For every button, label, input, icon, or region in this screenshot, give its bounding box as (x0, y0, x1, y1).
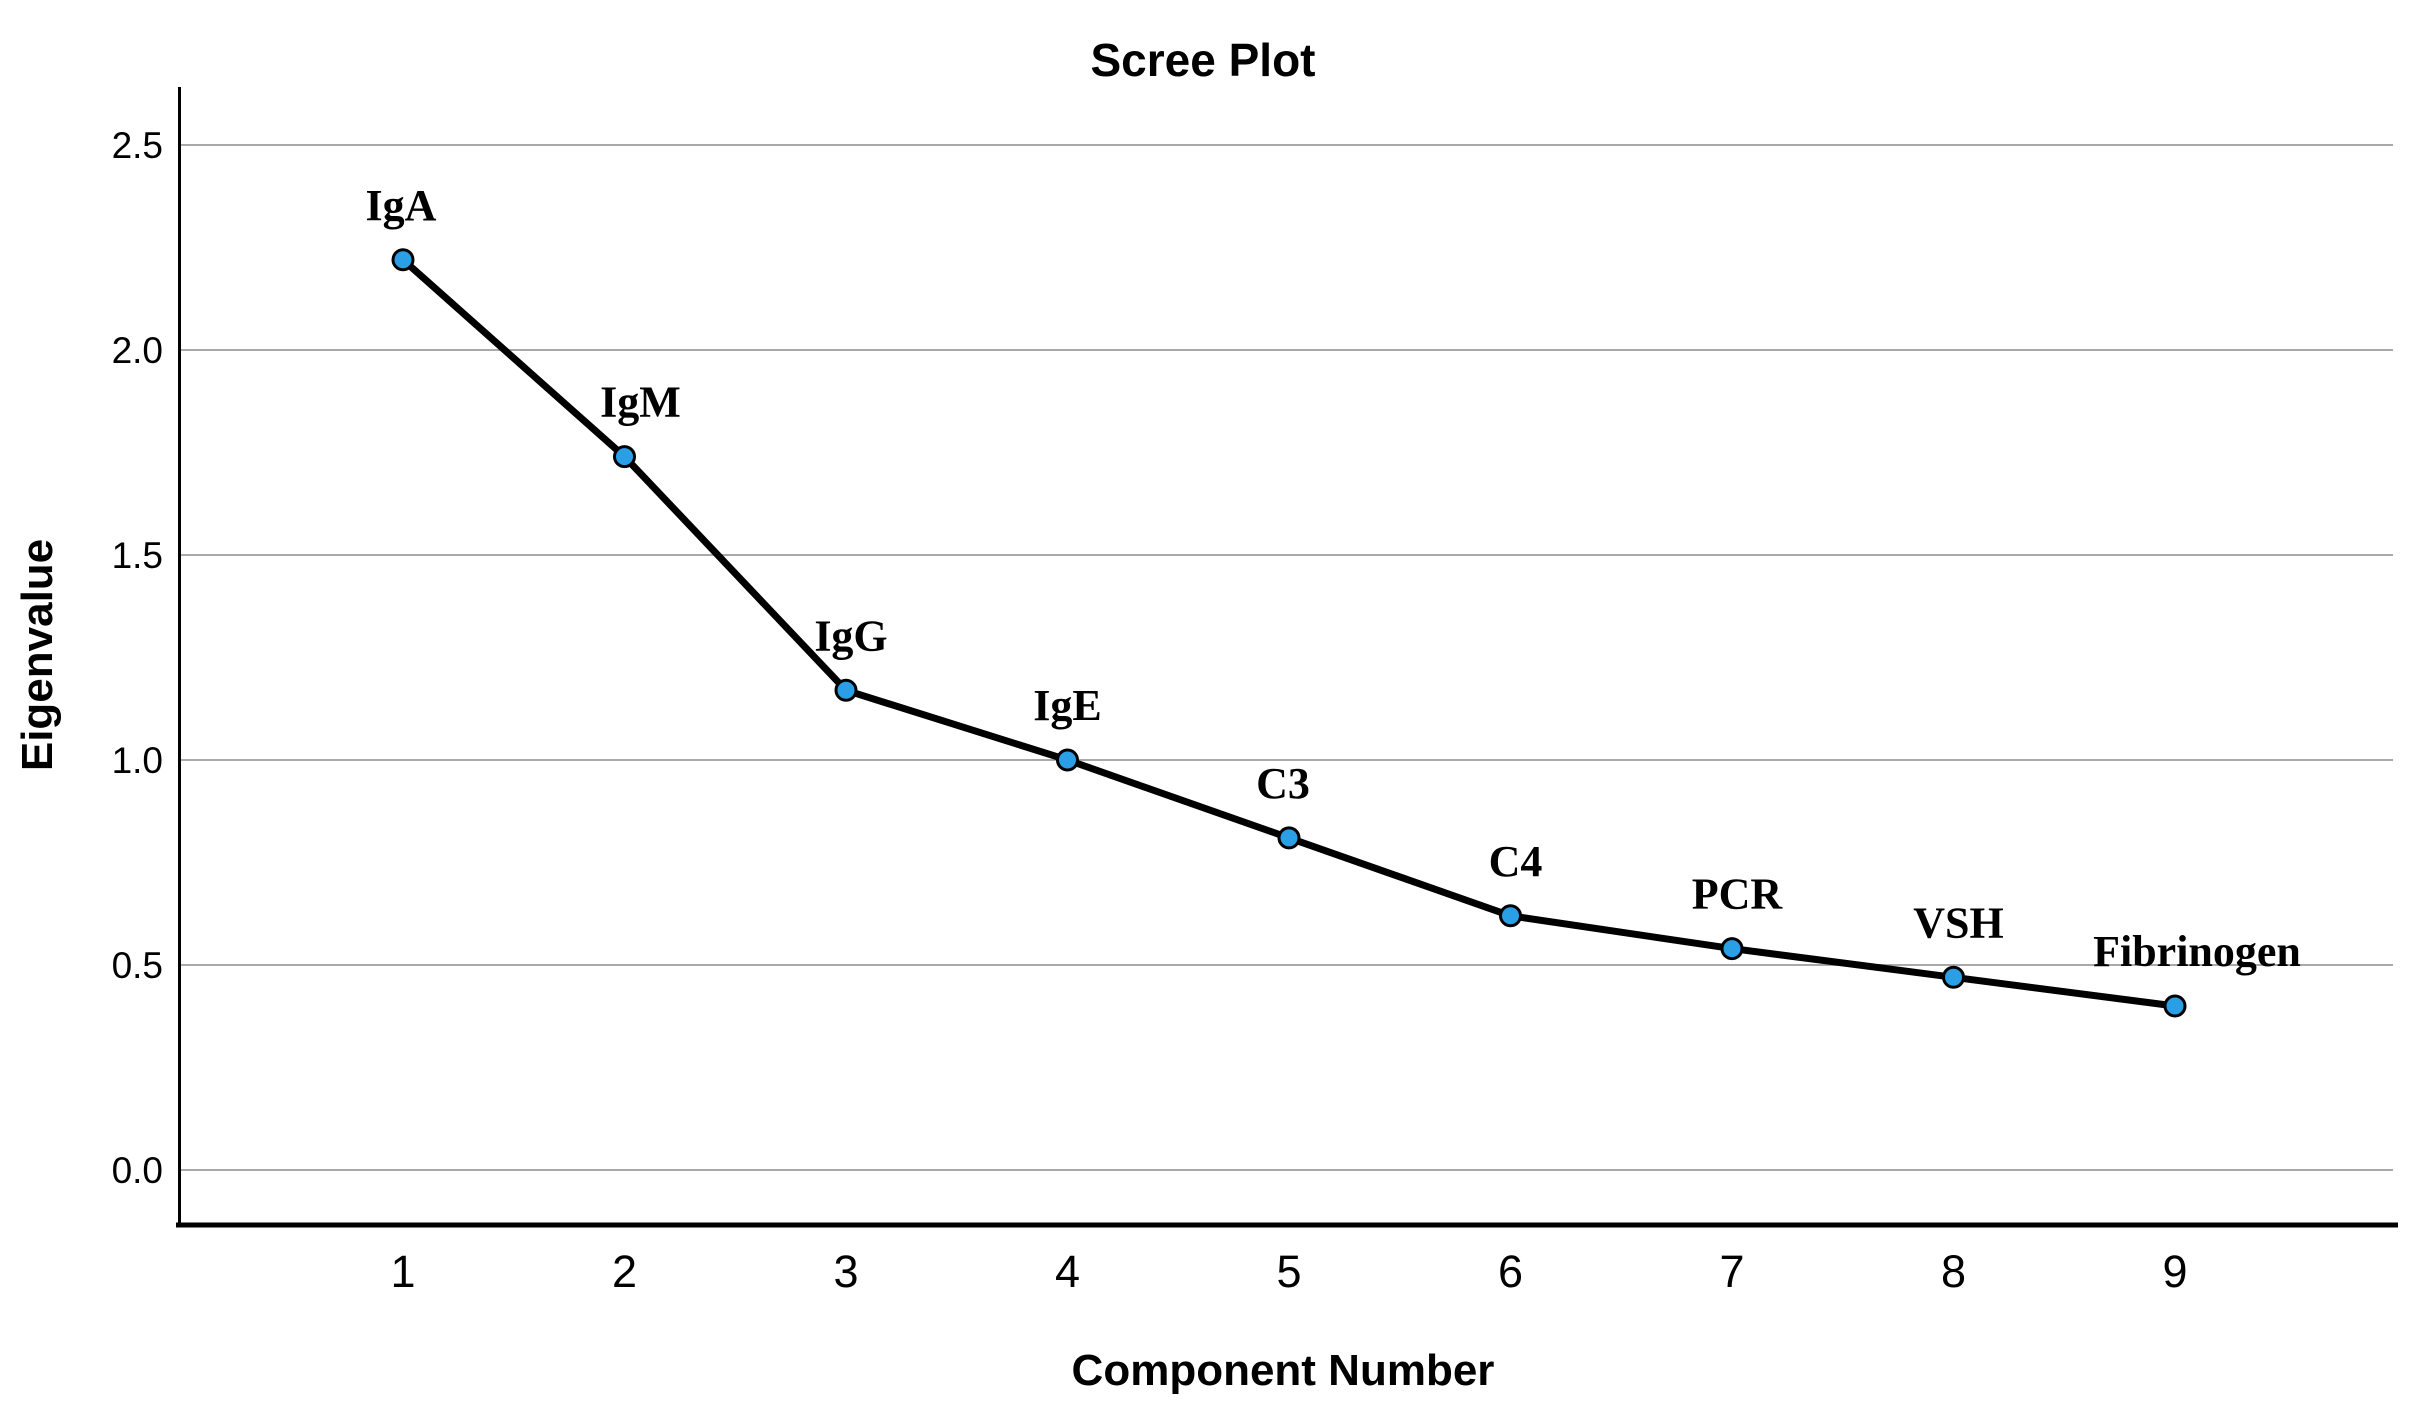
point-label-IgA: IgA (366, 181, 437, 230)
y-tick-label-2.5: 2.5 (112, 125, 163, 166)
point-label-C3: C3 (1256, 759, 1310, 808)
y-tick-label-1.5: 1.5 (112, 535, 163, 576)
y-tick-label-0.0: 0.0 (112, 1150, 163, 1191)
data-point-IgA (391, 248, 415, 272)
data-point-PCR (1720, 937, 1744, 961)
data-point-IgE (1056, 748, 1079, 772)
x-tick-label-2: 2 (612, 1246, 637, 1297)
data-point-IgM (613, 445, 636, 469)
point-label-Fibrinogen: Fibrinogen (2093, 927, 2301, 976)
point-label-IgG: IgG (814, 611, 887, 660)
y-tick-labels-group: 0.0 0.5 1.0 1.5 2.0 2.5 (112, 125, 163, 1191)
x-tick-labels-group: 1 2 3 4 5 6 7 8 9 (390, 1246, 2187, 1297)
y-axis-title: Eigenvalue (13, 539, 62, 771)
y-tick-label-0.5: 0.5 (112, 945, 163, 986)
x-axis-title: Component Number (1072, 1346, 1495, 1395)
x-tick-label-4: 4 (1055, 1246, 1080, 1297)
data-points-group (391, 248, 2187, 1018)
y-tick-label-1.0: 1.0 (112, 740, 163, 781)
x-tick-label-8: 8 (1941, 1246, 1966, 1297)
x-tick-label-1: 1 (390, 1246, 415, 1297)
data-point-C3 (1277, 826, 1301, 850)
x-tick-label-7: 7 (1719, 1246, 1744, 1297)
point-label-IgM: IgM (600, 378, 681, 427)
gridlines-group (180, 144, 2393, 1171)
point-label-IgE: IgE (1033, 681, 1101, 730)
chart-title: Scree Plot (1091, 34, 1316, 86)
data-line (400, 257, 2176, 1010)
data-point-C4 (1499, 904, 1522, 928)
point-labels-group: IgA IgM IgG IgE C3 C4 PCR VSH Fibrinogen (366, 181, 2301, 976)
point-label-C4: C4 (1489, 837, 1543, 886)
data-line-group (400, 257, 2176, 1010)
data-point-VSH (1942, 965, 1965, 989)
x-tick-label-5: 5 (1276, 1246, 1301, 1297)
point-label-VSH: VSH (1913, 898, 2003, 947)
point-label-PCR: PCR (1692, 870, 1784, 919)
data-point-IgG (834, 678, 858, 702)
x-tick-label-9: 9 (2162, 1246, 2187, 1297)
y-tick-label-2.0: 2.0 (112, 330, 163, 371)
data-point-Fibrinogen (2163, 994, 2187, 1018)
x-tick-label-3: 3 (833, 1246, 858, 1297)
x-tick-label-6: 6 (1498, 1246, 1523, 1297)
